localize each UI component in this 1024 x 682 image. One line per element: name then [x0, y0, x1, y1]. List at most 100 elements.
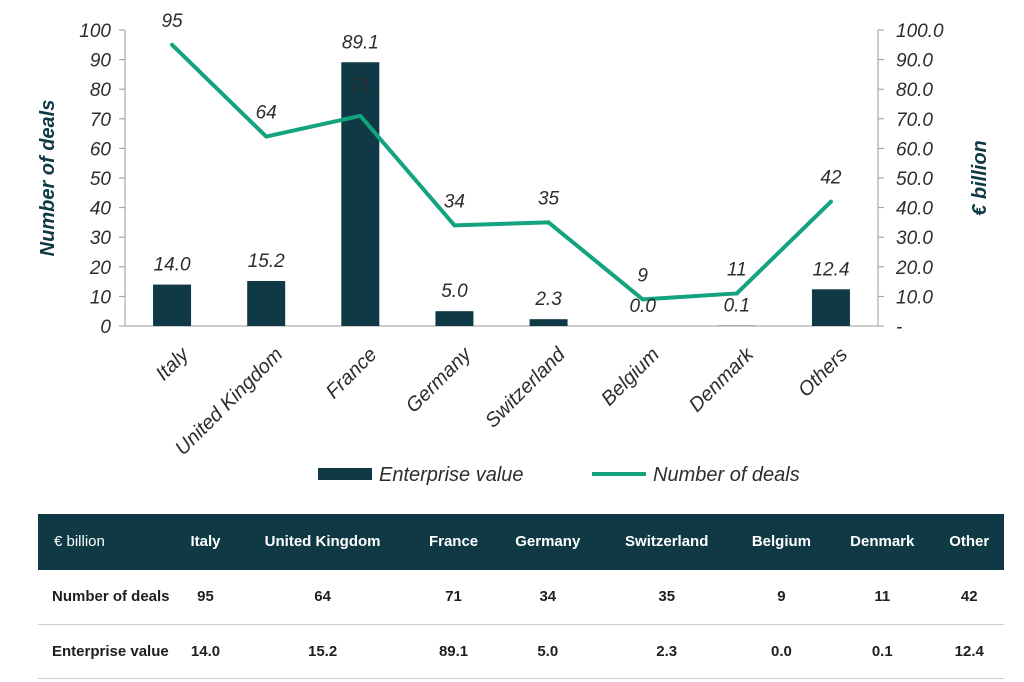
table-cell: 35	[658, 588, 676, 606]
category-label: France	[322, 344, 382, 404]
deals-value-label: 42	[820, 168, 842, 189]
category-label: Germany	[402, 343, 476, 417]
left-tick-label: 60	[90, 139, 112, 160]
table-cell: 42	[960, 588, 978, 606]
category-label: Italy	[152, 343, 194, 385]
right-tick-label: -	[896, 317, 902, 338]
right-tick-label: 60.0	[896, 139, 933, 160]
left-tick-label: 90	[90, 51, 112, 72]
table-col-header: Other	[949, 533, 990, 550]
table-cell: 11	[874, 588, 891, 606]
legend-swatch-bar	[318, 468, 372, 480]
table-cell: 89.1	[438, 642, 469, 660]
deals-point	[828, 199, 833, 204]
deals-point	[170, 42, 175, 47]
deals-value-label: 35	[538, 188, 560, 209]
table-cell: 95	[197, 588, 214, 606]
left-tick-label: 70	[90, 110, 112, 131]
right-tick-label: 70.0	[896, 110, 933, 131]
left-tick-label: 30	[90, 228, 112, 249]
table-cell: 64	[314, 588, 331, 606]
deals-point	[452, 223, 457, 228]
axes-layer: 0 10 20 30 40 50 60 70 80 90 100 - 10.0 20.0 30.0 40.0 5…	[37, 21, 991, 460]
legend-label-bar: Enterprise value	[379, 464, 524, 486]
bar	[341, 62, 380, 326]
deals-value-label: 95	[161, 11, 183, 32]
table-row: Enterprise value 14.0 15.2 89.1 5.0 2.3 …	[38, 624, 1004, 678]
right-tick-label: 30.0	[896, 228, 933, 249]
bar	[153, 284, 192, 326]
legend: Enterprise value Number of deals	[318, 464, 800, 486]
bar-value-label: 12.4	[812, 259, 849, 280]
deals-value-label: 34	[444, 191, 465, 212]
right-tick-label: 40.0	[896, 199, 933, 220]
bar-value-label: 2.3	[534, 289, 562, 310]
table-col-header: Italy	[190, 533, 221, 550]
table-header-row: € billion Italy United Kingdom France Ge…	[38, 514, 1004, 570]
right-tick-label: 90.0	[896, 51, 933, 72]
left-tick-label: 20	[89, 258, 112, 279]
line-layer	[170, 42, 833, 302]
category-label: Switzerland	[481, 343, 570, 432]
combo-chart: 0 10 20 30 40 50 60 70 80 90 100 - 10.0 20.0 30.0 40.0 5…	[37, 11, 991, 486]
left-tick-label: 50	[90, 169, 112, 190]
table-header-unit: € billion	[54, 533, 105, 550]
deals-point	[358, 113, 363, 118]
category-label: Belgium	[597, 344, 664, 411]
table-cell: 0.0	[770, 642, 792, 660]
bar	[435, 311, 474, 326]
bar-value-label: 0.0	[629, 296, 656, 317]
table-cell: 34	[539, 588, 557, 606]
bar	[811, 289, 850, 326]
table-row-label: Number of deals	[52, 588, 170, 606]
bar-value-label: 89.1	[342, 32, 379, 53]
right-tick-label: 10.0	[896, 287, 933, 308]
table-cell: 2.3	[656, 642, 678, 660]
left-tick-label: 100	[79, 21, 111, 42]
bar-value-label: 15.2	[248, 251, 285, 272]
labels-layer: 14.0 15.2 89.1 5.0 2.3 0.0 0.1 12.4 95 64 71 34 35 9 1…	[154, 11, 850, 317]
deals-point	[546, 220, 551, 225]
bar	[529, 319, 568, 326]
table-cell: 14.0	[190, 642, 221, 660]
table-row: Number of deals 95 64 71 34 35 9 11 42	[38, 570, 1004, 624]
deals-point	[264, 134, 269, 139]
table-col-header: Germany	[515, 533, 581, 550]
right-tick-label: 100.0	[896, 21, 944, 42]
deals-value-label: 71	[350, 76, 371, 97]
bar-value-label: 5.0	[441, 281, 468, 302]
left-tick-label: 10	[90, 287, 112, 308]
table-cell: 5.0	[537, 642, 559, 660]
table-cell: 9	[777, 588, 786, 606]
table-row-label: Enterprise value	[52, 642, 169, 660]
deals-point	[734, 291, 739, 296]
bar	[247, 281, 286, 326]
bar-value-label: 14.0	[154, 255, 191, 276]
right-axis-title: € billion	[969, 140, 991, 216]
legend-label-line: Number of deals	[653, 464, 800, 486]
left-tick-label: 40	[90, 199, 112, 220]
right-tick-label: 50.0	[896, 169, 933, 190]
right-tick-label: 20.0	[895, 258, 933, 279]
table-col-header: Belgium	[751, 533, 811, 550]
deals-point	[640, 297, 645, 302]
left-tick-label: 80	[90, 80, 112, 101]
table-col-header: United Kingdom	[264, 533, 381, 550]
left-tick-label: 0	[100, 317, 111, 338]
deals-value-label: 64	[256, 103, 277, 124]
deals-value-label: 11	[727, 259, 747, 280]
category-label: Others	[794, 344, 852, 402]
left-axis-title: Number of deals	[37, 100, 59, 257]
table-cell: 71	[445, 588, 462, 606]
table-cell: 12.4	[954, 642, 984, 660]
bar-value-label: 0.1	[724, 296, 750, 317]
category-label: Denmark	[685, 343, 759, 417]
table-col-header: France	[428, 533, 479, 550]
table-col-header: Denmark	[850, 533, 915, 550]
deals-line	[170, 43, 833, 302]
bars-layer	[153, 62, 850, 326]
right-tick-label: 80.0	[896, 80, 933, 101]
deals-value-label: 9	[637, 265, 648, 286]
table-cell: 0.1	[871, 642, 893, 660]
data-table: € billion Italy United Kingdom France Ge…	[38, 514, 1004, 679]
